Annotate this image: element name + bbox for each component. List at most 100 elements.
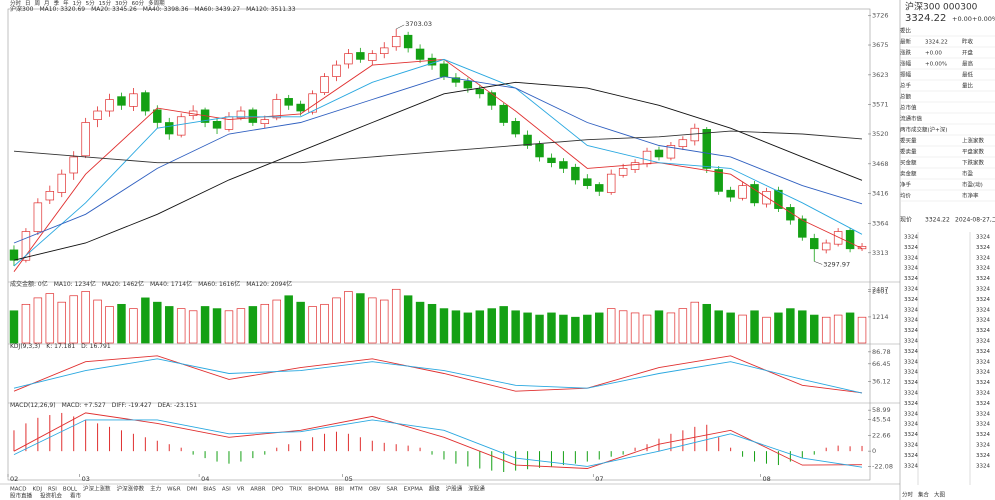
indicator-tab[interactable]: W&R <box>167 487 181 493</box>
now-field: 现价 <box>900 217 912 224</box>
indicator-tab[interactable]: 沪股通 <box>446 485 463 493</box>
candle-body <box>368 53 377 61</box>
footer-tab[interactable]: 股市直播 <box>10 492 33 500</box>
period-button[interactable]: 多周期 <box>148 0 165 7</box>
indicator-tab[interactable]: BIAS <box>203 487 216 493</box>
indicator-tab[interactable]: ARBR <box>250 487 265 493</box>
volume-bar <box>798 310 807 344</box>
period-button[interactable]: 15分 <box>99 0 112 7</box>
legend-item: 沪深300 <box>10 5 34 13</box>
period-button[interactable]: 日 <box>25 0 31 7</box>
ladder-price: 3324 <box>904 432 918 438</box>
indicator-tab[interactable]: KDJ <box>33 487 43 493</box>
indicator-tab[interactable]: TRIX <box>288 487 302 493</box>
period-button[interactable]: 5分 <box>86 0 95 7</box>
indicator-tab[interactable]: 沪深涨停数 <box>117 485 145 493</box>
indicator-tab[interactable]: RSI <box>48 487 57 493</box>
y-tick-label: 2401 <box>872 287 889 295</box>
volume-bar <box>69 295 78 344</box>
candle-body <box>583 178 592 186</box>
volume-bar <box>93 299 102 344</box>
ladder-price: 3324 <box>904 411 918 417</box>
x-tick-label: 07 <box>595 475 603 483</box>
x-tick-label: 08 <box>763 475 771 483</box>
quote-field: 振幅 <box>900 71 912 79</box>
indicator-tab[interactable]: DPO <box>272 487 285 493</box>
ladder-price: 3324 <box>976 391 990 397</box>
period-button[interactable]: 30分 <box>115 0 128 7</box>
indicator-tab[interactable]: EXPMA <box>404 487 423 493</box>
ladder-price: 3324 <box>904 380 918 386</box>
volume-bar <box>57 301 66 344</box>
period-button[interactable]: 1分 <box>73 0 82 7</box>
candle-body <box>320 76 329 93</box>
indicator-tab[interactable]: 超级 <box>429 485 441 493</box>
candle-body <box>260 119 270 124</box>
quote-field: 开盘 <box>962 49 974 57</box>
period-button[interactable]: 分时 <box>10 0 22 7</box>
candle-body <box>702 129 711 169</box>
volume-bar <box>523 312 532 344</box>
candle-body <box>499 104 508 123</box>
indicator-line <box>13 58 863 267</box>
panel-tab[interactable]: 分时 <box>902 491 914 499</box>
x-tick-label: 05 <box>344 475 352 483</box>
indicator-tab[interactable]: 沪深上涨数 <box>83 485 111 493</box>
candle-body <box>356 52 365 60</box>
ladder-price: 3324 <box>976 307 990 313</box>
volume-bar <box>391 288 401 344</box>
legend-item: MACD: +7.527 <box>62 402 106 409</box>
period-button[interactable]: 季 <box>54 0 60 7</box>
ladder-price: 3324 <box>976 349 990 355</box>
indicator-tab[interactable]: MACD <box>10 487 27 493</box>
volume-bar <box>356 293 365 344</box>
indicator-tab[interactable]: BBI <box>335 487 345 493</box>
indicator-tab[interactable]: VR <box>237 487 245 493</box>
ladder-price: 3324 <box>904 297 918 303</box>
volume-bar <box>595 312 604 344</box>
volume-bar <box>320 303 329 344</box>
legend-item: MA10: 1234亿 <box>54 280 96 288</box>
annotation: 3297.97 <box>823 260 850 268</box>
period-button[interactable]: 周 <box>35 0 41 7</box>
indicator-tab[interactable]: OBV <box>369 487 381 493</box>
footer-tab[interactable]: 看市 <box>70 492 82 500</box>
indicator-tab[interactable]: MTM <box>350 487 363 493</box>
volume-bar <box>81 291 90 344</box>
volume-bar <box>272 299 281 344</box>
legend-item: MA120: 2094亿 <box>246 280 292 288</box>
panel-tab[interactable]: 集合 <box>918 491 930 499</box>
volume-bar <box>260 303 270 344</box>
volume-bar <box>153 301 162 344</box>
volume-bar <box>630 312 640 344</box>
quote-field: 上涨家数 <box>962 137 985 145</box>
indicator-tab[interactable]: DMI <box>187 487 198 493</box>
quote-field: 市净率 <box>962 192 979 200</box>
panel-tab[interactable]: 大图 <box>934 491 946 499</box>
candle-body <box>332 64 341 77</box>
candle-body <box>666 145 676 159</box>
period-button[interactable]: 月 <box>44 0 50 7</box>
period-button[interactable]: 60分 <box>132 0 145 7</box>
quote-field: 最低 <box>962 71 974 79</box>
quote-field: 昨收 <box>962 38 974 46</box>
volume-bar <box>141 297 150 344</box>
candle-body <box>69 156 78 174</box>
candle-body <box>344 53 353 65</box>
candle-body <box>45 191 55 201</box>
indicator-tab[interactable]: SAR <box>386 487 397 493</box>
footer-tab[interactable]: 投资机会 <box>40 492 63 500</box>
indicator-tab[interactable]: 深股通 <box>468 485 485 493</box>
indicator-tab[interactable]: BHDMA <box>308 487 329 493</box>
ladder-price: 3324 <box>976 297 990 303</box>
ladder-price: 3324 <box>976 422 990 428</box>
indicator-tab[interactable]: 主力 <box>150 485 161 493</box>
candle-body <box>559 161 568 169</box>
candle-body <box>236 110 246 119</box>
indicator-tab[interactable]: BOLL <box>63 487 78 493</box>
candle-body <box>678 139 688 147</box>
volume-bar <box>332 297 341 344</box>
period-button[interactable]: 年 <box>63 0 69 7</box>
indicator-tab[interactable]: ASI <box>222 487 231 493</box>
quote-field: +0.00 <box>925 51 942 57</box>
